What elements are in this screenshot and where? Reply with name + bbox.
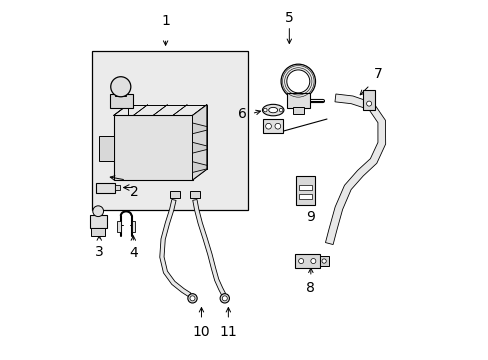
Polygon shape — [192, 142, 206, 153]
Bar — [99, 135, 113, 161]
Circle shape — [187, 294, 197, 303]
Circle shape — [274, 123, 280, 129]
Bar — [96, 183, 115, 193]
Circle shape — [190, 296, 195, 301]
Circle shape — [220, 294, 229, 303]
Bar — [189, 192, 199, 198]
Ellipse shape — [268, 107, 277, 113]
Bar — [362, 90, 375, 110]
Text: 7: 7 — [373, 67, 382, 81]
Bar — [110, 94, 133, 108]
Circle shape — [93, 206, 103, 217]
Bar — [299, 185, 312, 190]
Polygon shape — [319, 256, 328, 266]
Ellipse shape — [262, 104, 284, 116]
Text: 3: 3 — [95, 244, 103, 258]
Bar — [115, 185, 120, 190]
Bar — [299, 194, 312, 199]
Bar — [115, 87, 126, 96]
Text: 6: 6 — [238, 107, 246, 121]
Text: 11: 11 — [219, 324, 237, 338]
Circle shape — [310, 258, 315, 264]
Circle shape — [110, 77, 131, 97]
Text: 8: 8 — [306, 282, 315, 296]
Circle shape — [265, 123, 271, 129]
Circle shape — [286, 70, 309, 93]
Bar — [92, 51, 247, 211]
Circle shape — [279, 108, 282, 112]
Text: 5: 5 — [285, 11, 293, 25]
Polygon shape — [131, 221, 135, 232]
Text: 10: 10 — [192, 324, 210, 338]
Bar — [263, 119, 283, 134]
Polygon shape — [160, 199, 191, 297]
Bar — [91, 228, 105, 235]
Polygon shape — [192, 199, 225, 295]
Polygon shape — [192, 123, 206, 134]
Circle shape — [281, 64, 315, 99]
Bar — [113, 116, 192, 180]
Circle shape — [263, 108, 266, 112]
Bar — [286, 93, 309, 108]
Polygon shape — [117, 221, 121, 232]
Polygon shape — [192, 162, 206, 172]
Circle shape — [321, 259, 325, 263]
Circle shape — [366, 101, 371, 106]
Text: 1: 1 — [161, 14, 170, 28]
Bar — [296, 176, 314, 205]
Bar — [89, 215, 106, 228]
Polygon shape — [325, 94, 385, 244]
Bar — [294, 254, 319, 268]
Bar — [169, 192, 180, 198]
Text: 2: 2 — [129, 185, 138, 199]
Text: 9: 9 — [306, 210, 315, 224]
Text: 4: 4 — [129, 246, 138, 260]
Circle shape — [222, 296, 227, 301]
Circle shape — [298, 258, 303, 264]
Polygon shape — [192, 105, 206, 180]
Bar — [292, 107, 303, 114]
